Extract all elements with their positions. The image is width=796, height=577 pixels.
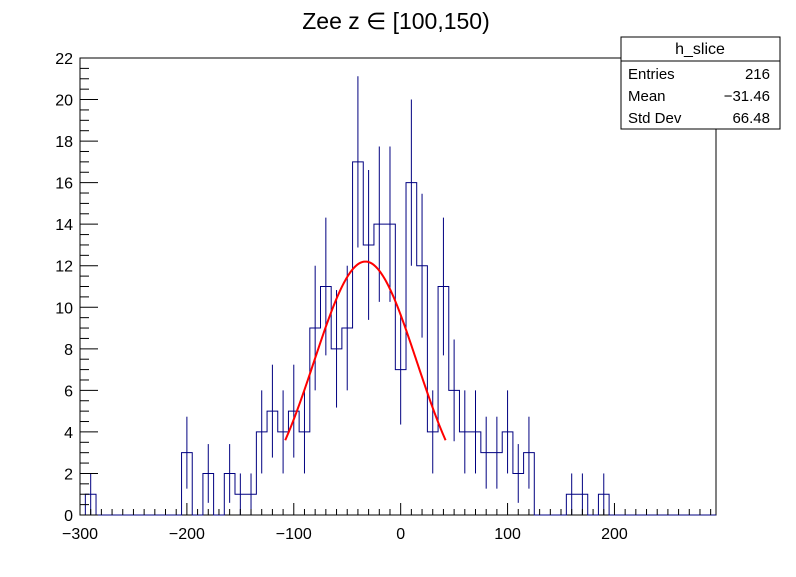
x-tick-label: −200 [169, 526, 205, 543]
y-tick-label: 14 [55, 217, 73, 234]
y-tick-label: 10 [55, 300, 73, 317]
stats-mean-value: −31.46 [724, 88, 770, 105]
stats-entries-value: 216 [745, 66, 770, 83]
x-tick-label: −100 [276, 526, 312, 543]
y-tick-label: 2 [64, 466, 73, 483]
stats-mean-label: Mean [628, 88, 666, 105]
x-tick-label: −300 [62, 526, 98, 543]
y-tick-label: 6 [64, 383, 73, 400]
stats-box-frame [620, 36, 781, 130]
chart-title: Zee z ∈ [100,150) [302, 8, 490, 34]
stats-box: h_slice Entries 216 Mean −31.46 Std Dev … [620, 36, 781, 130]
y-tick-label: 20 [55, 93, 73, 110]
x-tick-label: 200 [601, 526, 628, 543]
y-tick-label: 0 [64, 508, 73, 525]
y-tick-label: 8 [64, 342, 73, 359]
stats-box-title: h_slice [675, 41, 725, 58]
y-tick-label: 22 [55, 51, 73, 68]
y-tick-label: 16 [55, 176, 73, 193]
stats-entries-label: Entries [628, 66, 675, 83]
gaussian-fit-curve [284, 260, 447, 441]
x-tick-label: 100 [494, 526, 521, 543]
stats-stddev-value: 66.48 [732, 110, 770, 127]
y-tick-label: 4 [64, 425, 73, 442]
stats-stddev-label: Std Dev [628, 110, 682, 127]
histogram-layer [84, 76, 716, 516]
y-tick-label: 12 [55, 259, 73, 276]
fit-curve-layer [284, 260, 447, 441]
x-tick-label: 0 [396, 526, 405, 543]
axes-layer: −300 −200 −100 0 100 200 0 2 4 6 8 10 12 14 16 18 20 22 [55, 51, 712, 543]
y-tick-label: 18 [55, 134, 73, 151]
